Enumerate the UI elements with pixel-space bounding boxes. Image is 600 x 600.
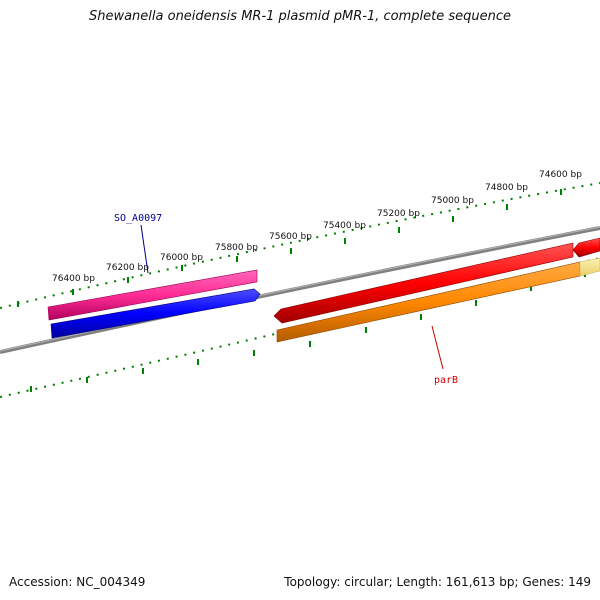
tick-label-75600: 75600 bp — [269, 232, 312, 242]
plasmid-backbone — [0, 226, 600, 354]
tick-label-76400: 76400 bp — [52, 274, 95, 284]
tick-label-75200: 75200 bp — [377, 209, 420, 219]
tick-label-76000: 76000 bp — [160, 253, 203, 263]
so-a0097-leader — [140, 224, 149, 274]
gene-label-parb[interactable]: parB — [434, 375, 458, 386]
outer-major-ticks — [17, 189, 562, 307]
tick-label-74800: 74800 bp — [485, 183, 528, 193]
gene-feature-blue[interactable] — [50, 288, 261, 339]
gene-feature-yellow[interactable] — [579, 257, 600, 277]
gene-feature-pink[interactable] — [47, 269, 258, 321]
accession-text: Accession: NC_004349 — [9, 575, 146, 589]
parb-leader — [431, 325, 444, 370]
topology-summary: Topology: circular; Length: 161,613 bp; … — [284, 575, 591, 589]
outer-tick-ring — [0, 182, 600, 309]
gene-label-so-a0097[interactable]: SO_A0097 — [114, 213, 162, 224]
tick-label-76200: 76200 bp — [106, 263, 149, 273]
map-title: Shewanella oneidensis MR-1 plasmid pMR-1… — [88, 9, 512, 24]
tick-label-75000: 75000 bp — [431, 196, 474, 206]
gene-feature-red-2[interactable] — [572, 237, 600, 258]
tick-label-75800: 75800 bp — [215, 243, 258, 253]
inner-major-ticks — [30, 271, 586, 392]
tick-label-75400: 75400 bp — [323, 221, 366, 231]
tick-label-74600: 74600 bp — [539, 170, 582, 180]
